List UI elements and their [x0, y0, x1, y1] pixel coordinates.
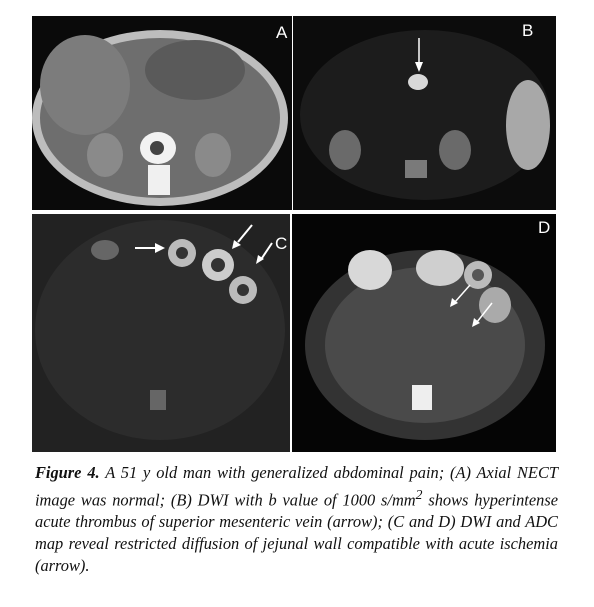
panel-label: D: [538, 218, 550, 237]
panel-label: B: [522, 21, 533, 40]
caption-label: Figure 4.: [35, 463, 100, 482]
panel-c: [32, 214, 290, 452]
figure-panels: A B C D: [32, 16, 556, 452]
panel-label: C: [275, 234, 287, 253]
panel-d: [292, 214, 556, 452]
caption: Figure 4. A 51 y old man with generalize…: [35, 462, 558, 577]
caption-text: A 51 y old man with generalized abdomina…: [35, 463, 558, 510]
caption-superscript: 2: [415, 487, 423, 502]
panel-a: [32, 16, 292, 210]
panel-label: A: [276, 23, 288, 42]
caption-text: shows hyperintense acute thrombus of sup…: [35, 490, 558, 576]
panel-b: [293, 16, 556, 210]
